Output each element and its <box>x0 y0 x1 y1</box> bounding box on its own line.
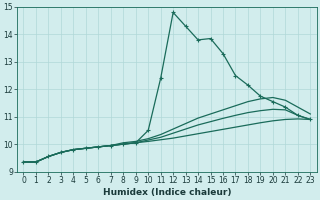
X-axis label: Humidex (Indice chaleur): Humidex (Indice chaleur) <box>103 188 231 197</box>
